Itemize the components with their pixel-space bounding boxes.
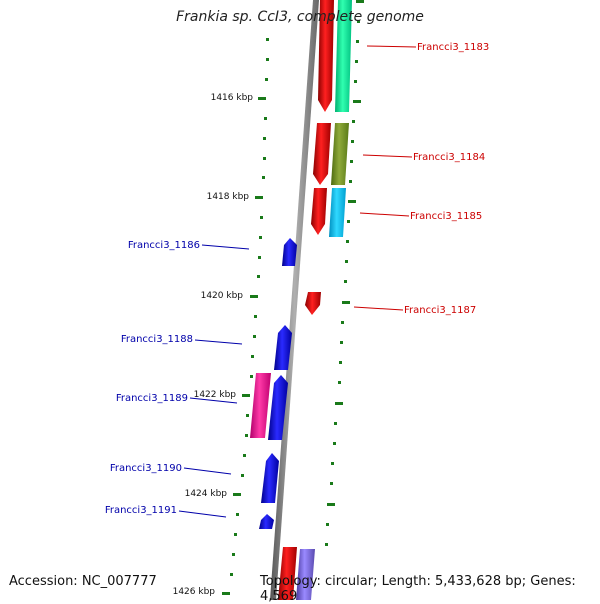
label-line-1184 [362,154,413,158]
label-line-1186 [201,244,250,250]
label-line-1183 [366,45,417,48]
scale-label-1420: 1420 kbp [201,291,244,301]
feature-olive-1184[interactable] [331,123,349,185]
gene-label-1190[interactable]: Francci3_1190 [110,463,182,474]
scale-label-1424: 1424 kbp [185,489,228,499]
feature-lavender-bottom[interactable] [296,549,315,600]
accession-text: Accession: NC_007777 [9,574,157,589]
gene-label-1185[interactable]: Francci3_1185 [410,211,482,222]
feature-red-bottom[interactable] [278,547,297,600]
gene-label-1191[interactable]: Francci3_1191 [105,505,177,516]
gene-feature-1191[interactable] [259,514,274,529]
label-line-1187 [353,306,404,311]
gene-feature-1189[interactable] [268,375,288,440]
gene-label-1186[interactable]: Francci3_1186 [128,240,200,251]
gene-feature-1190[interactable] [261,453,279,503]
gene-feature-1187[interactable] [305,292,321,315]
genome-title: Frankia sp. CcI3, complete genome [176,9,424,25]
label-line-1185 [359,212,410,217]
scale-label-1426: 1426 kbp [173,587,216,597]
feature-mint-1[interactable] [335,0,352,112]
gene-label-1189[interactable]: Francci3_1189 [116,393,188,404]
gene-feature-1184[interactable] [313,123,331,185]
scale-label-1422: 1422 kbp [194,390,237,400]
gene-feature-1183[interactable] [318,0,334,112]
gene-label-1183[interactable]: Francci3_1183 [417,42,489,53]
label-line-1188 [194,339,243,345]
gene-label-1188[interactable]: Francci3_1188 [121,334,193,345]
label-line-1190 [183,467,232,475]
gene-feature-1185[interactable] [311,188,327,235]
label-line-1191 [178,510,227,518]
genome-backbone [270,0,319,600]
gene-feature-1186[interactable] [282,238,297,266]
gene-label-1184[interactable]: Francci3_1184 [413,152,485,163]
label-line-1189 [189,397,238,404]
outer-scale-ticks [325,0,364,546]
scale-label-1418: 1418 kbp [207,192,250,202]
feature-cyan-1185[interactable] [329,188,346,237]
scale-label-1416: 1416 kbp [211,93,254,103]
feature-pink-1189[interactable] [250,373,271,438]
gene-label-1187[interactable]: Francci3_1187 [404,305,476,316]
gene-feature-1188[interactable] [274,325,292,370]
scale-ticks [222,38,269,595]
